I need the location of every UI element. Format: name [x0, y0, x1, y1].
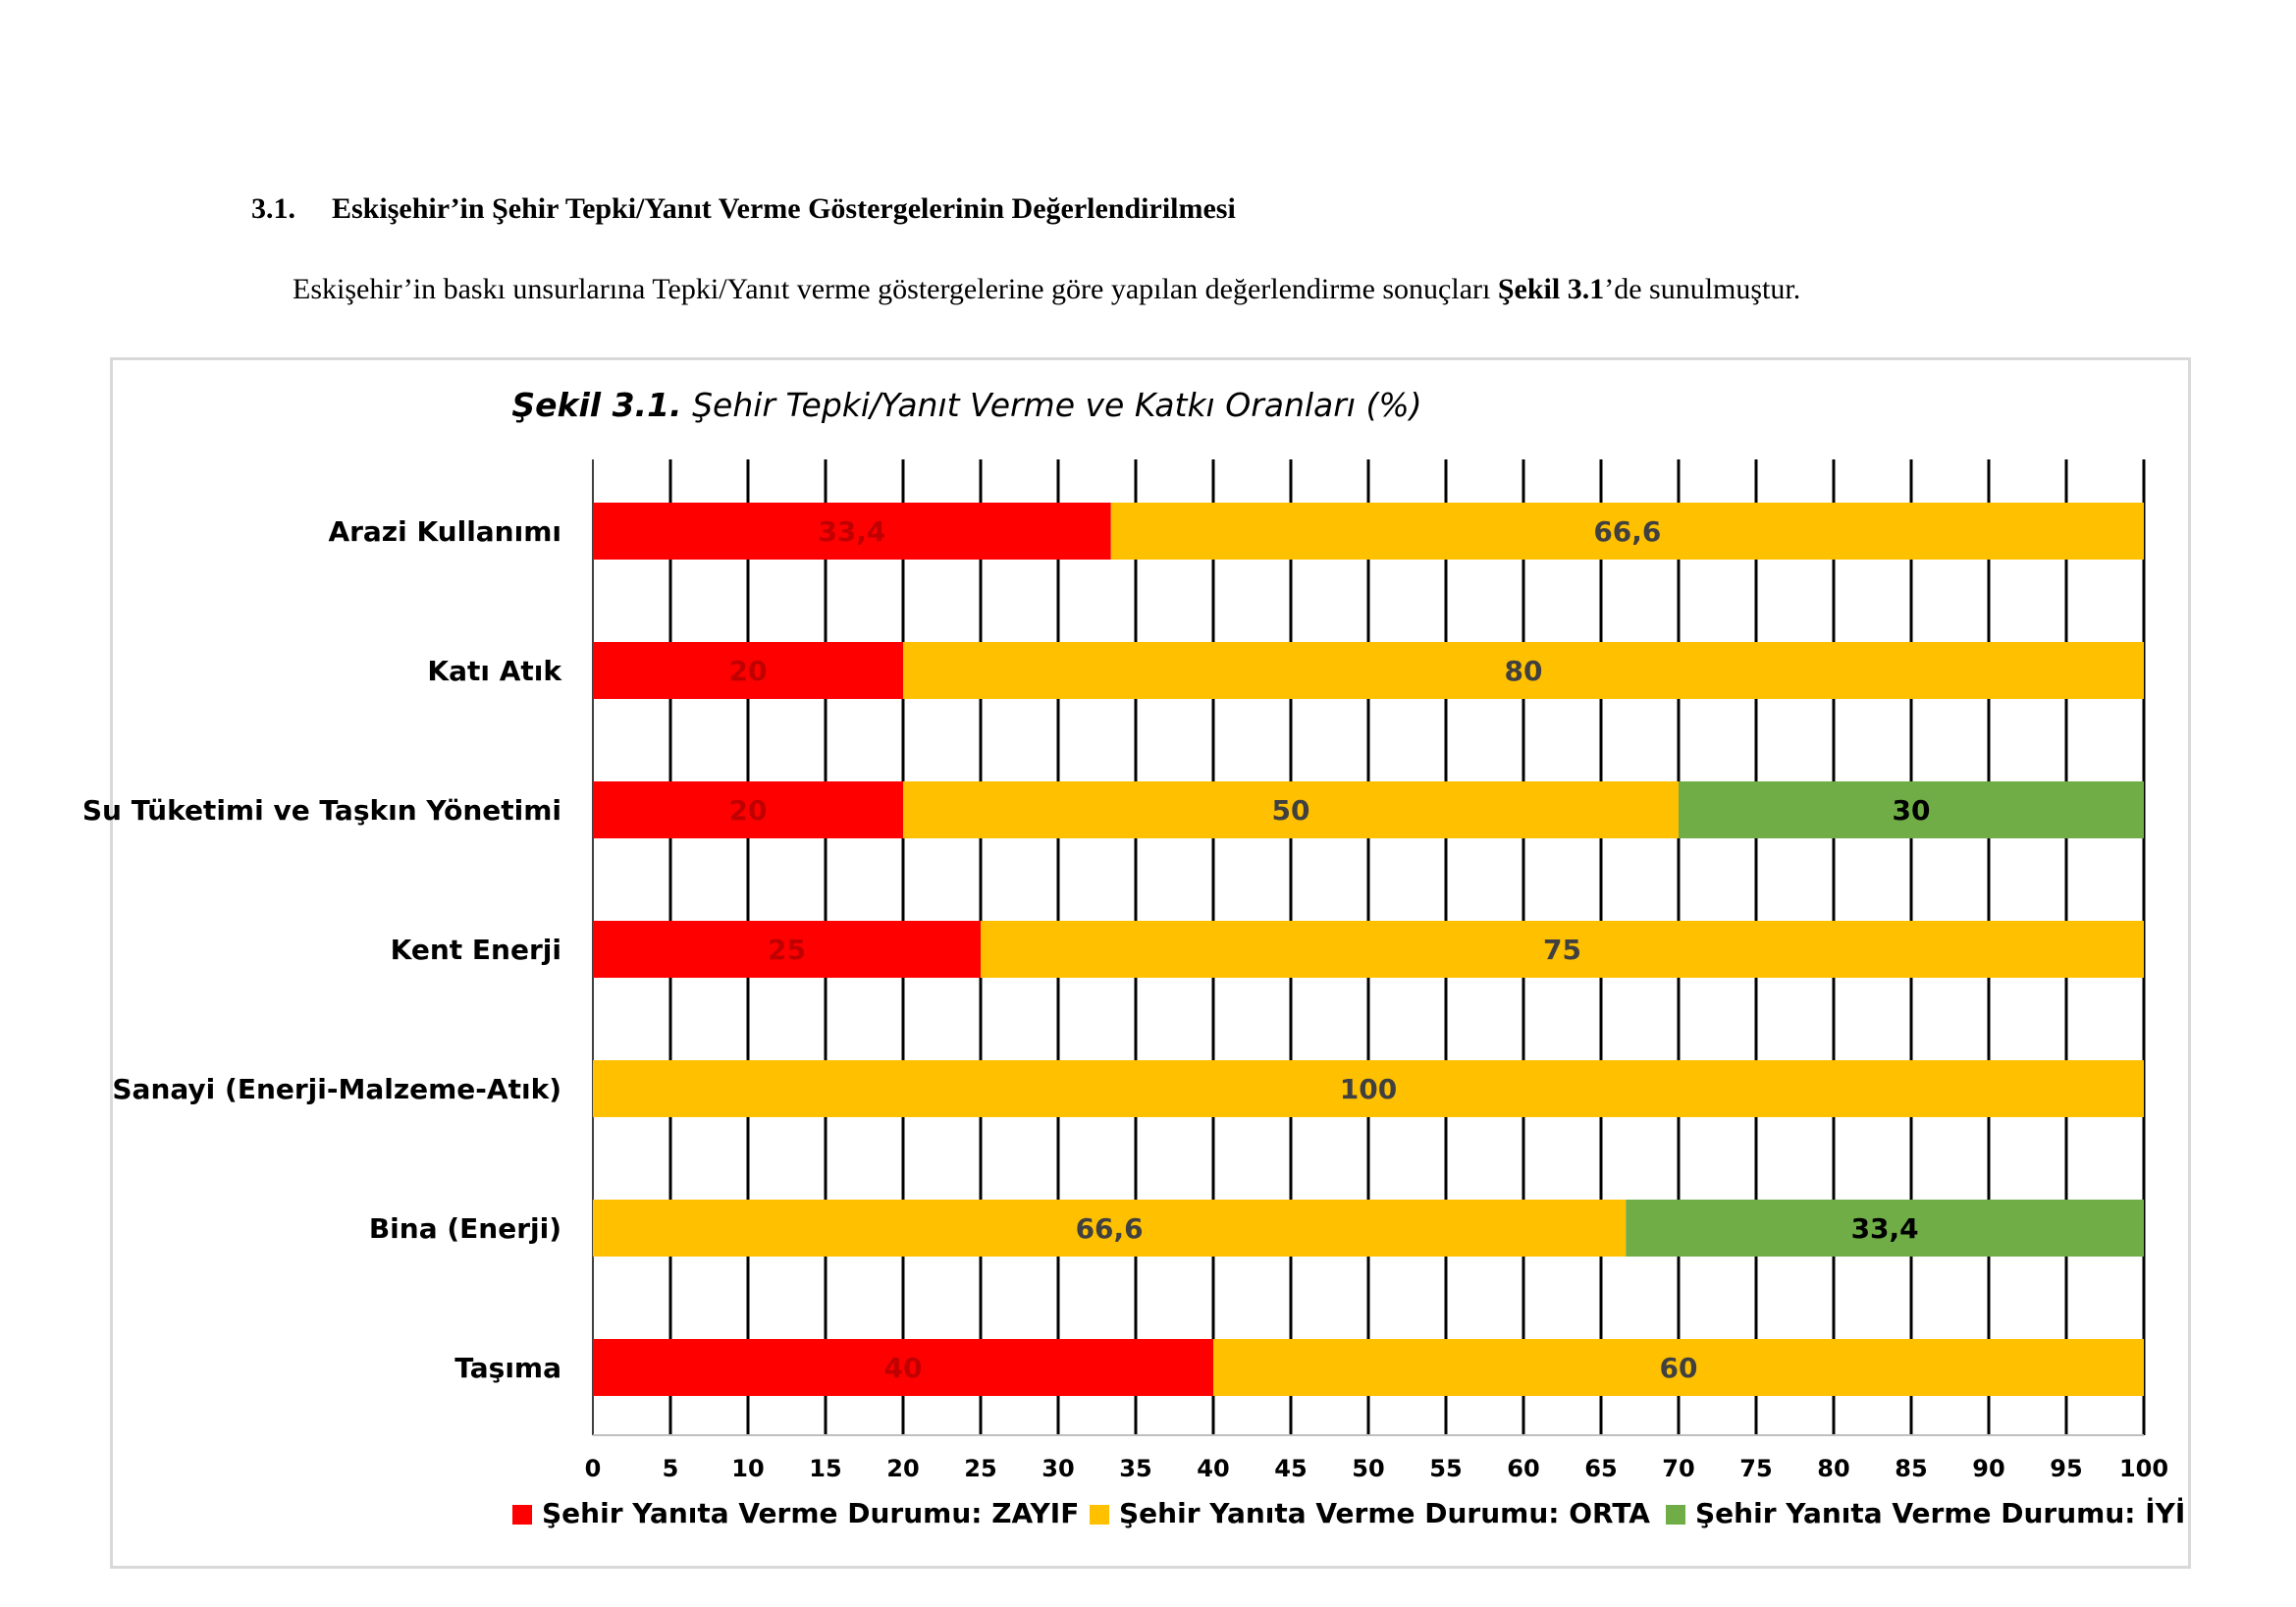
axes: 0 5 10 15 20 25 30 35 40 45 50 55 60 65 70 75 80 85 90 95 10…	[82, 515, 2168, 1482]
chart-title: Şekil 3.1. Şehir Tepki/Yanıt Verme ve Ka…	[511, 386, 1421, 424]
x-tick-label: 85	[1895, 1455, 1927, 1482]
x-tick-label: 70	[1662, 1455, 1694, 1482]
paragraph-text-before: Eskişehir’in baskı unsurlarına Tepki/Yan…	[293, 273, 1498, 305]
data-label: 60	[1660, 1352, 1698, 1384]
legend-entry: Şehir Yanıta Verme Durumu: ORTA	[1119, 1497, 1650, 1529]
x-tick-label: 65	[1584, 1455, 1617, 1482]
legend: Şehir Yanıta Verme Durumu: ZAYIF Şehir Ya…	[512, 1496, 2185, 1529]
paragraph-text-after: ’de sunulmuştur.	[1604, 273, 1801, 305]
bar-segment	[1626, 1200, 2144, 1257]
bar-segment	[593, 921, 981, 978]
x-tick-label: 50	[1352, 1455, 1384, 1482]
section-heading: 3.1. Eskişehir’in Şehir Tepki/Yanıt Verme…	[251, 192, 1236, 226]
intro-paragraph: Eskişehir’in baskı unsurlarına Tepki/Yan…	[293, 273, 1800, 306]
x-tick-label: 100	[2119, 1455, 2168, 1482]
x-tick-label: 45	[1274, 1455, 1307, 1482]
bar-segment	[593, 1200, 1627, 1257]
bar-segment	[903, 642, 2144, 699]
category-label: Su Tüketimi ve Taşkın Yönetimi	[82, 794, 561, 827]
x-tick-label: 15	[809, 1455, 841, 1482]
chart-title-bold: Şekil 3.1.	[511, 386, 681, 424]
bar-segment	[903, 781, 1679, 838]
data-label: 66,6	[1593, 515, 1661, 548]
legend-swatch	[512, 1505, 532, 1525]
data-label: 66,6	[1076, 1212, 1144, 1245]
data-label: 40	[884, 1352, 923, 1384]
category-label: Katı Atık	[427, 655, 562, 687]
x-tick-label: 5	[663, 1455, 679, 1482]
x-tick-label: 75	[1739, 1455, 1772, 1482]
x-tick-label: 95	[2050, 1455, 2082, 1482]
bar-segment	[593, 642, 903, 699]
x-tick-label: 40	[1197, 1455, 1229, 1482]
x-tick-label: 55	[1429, 1455, 1462, 1482]
data-label: 25	[768, 934, 806, 966]
category-label: Sanayi (Enerji-Malzeme-Atık)	[112, 1073, 561, 1105]
category-label: Arazi Kullanımı	[328, 515, 561, 548]
section-number: 3.1.	[251, 192, 295, 225]
x-tick-label: 35	[1119, 1455, 1151, 1482]
bar-segment	[593, 781, 903, 838]
x-tick-label: 90	[1972, 1455, 2004, 1482]
category-label: Taşıma	[454, 1352, 561, 1384]
x-tick-label: 25	[964, 1455, 996, 1482]
bar-segment	[1110, 503, 2144, 560]
data-label: 50	[1272, 794, 1310, 827]
x-tick-label: 10	[731, 1455, 764, 1482]
category-label: Bina (Enerji)	[369, 1212, 561, 1245]
x-tick-label: 20	[886, 1455, 919, 1482]
bar-segment	[593, 503, 1111, 560]
legend-swatch	[1666, 1505, 1685, 1525]
bar-segment	[593, 1339, 1213, 1396]
x-tick-label: 30	[1041, 1455, 1074, 1482]
data-label: 30	[1893, 794, 1931, 827]
section-title: Eskişehir’in Şehir Tepki/Yanıt Verme Gös…	[332, 192, 1236, 225]
category-label: Kent Enerji	[391, 934, 561, 966]
bar-segment	[1213, 1339, 2144, 1396]
x-tick-label: 80	[1817, 1455, 1849, 1482]
bar-segment	[1679, 781, 2144, 838]
data-label: 33,4	[1851, 1212, 1919, 1245]
data-label: 33,4	[818, 515, 885, 548]
bars	[593, 503, 2144, 1396]
bar-segment	[981, 921, 2144, 978]
data-label: 75	[1543, 934, 1581, 966]
x-tick-label: 60	[1507, 1455, 1539, 1482]
paragraph-figure-ref: Şekil 3.1	[1497, 273, 1605, 305]
x-tick-label: 0	[585, 1455, 602, 1482]
legend-entry: Şehir Yanıta Verme Durumu: İYİ	[1695, 1496, 2185, 1529]
data-label: 20	[729, 794, 768, 827]
legend-entry: Şehir Yanıta Verme Durumu: ZAYIF	[542, 1497, 1079, 1529]
legend-swatch	[1090, 1505, 1109, 1525]
data-label: 80	[1505, 655, 1543, 687]
data-label: 100	[1340, 1073, 1397, 1105]
bar-segment	[593, 1060, 2144, 1117]
data-labels: 33,4 66,6 20 80 20 50 30 25 75 100 66,6 33,4 40 60	[729, 515, 1931, 1384]
chart-title-rest: Şehir Tepki/Yanıt Verme ve Katkı Oranlar…	[682, 386, 1422, 424]
data-label: 20	[729, 655, 768, 687]
